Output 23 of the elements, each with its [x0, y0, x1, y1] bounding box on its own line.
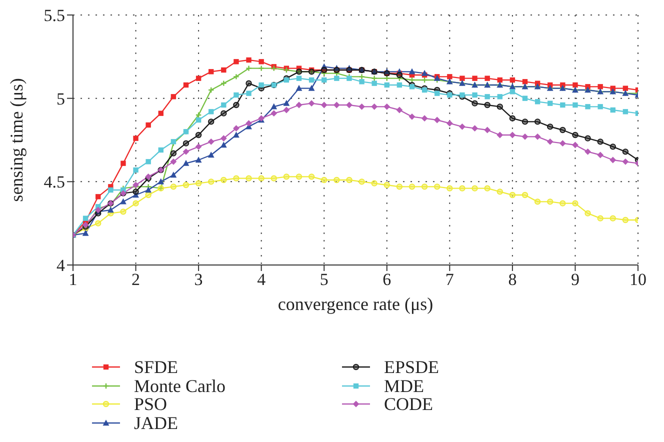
legend-label: PSO: [134, 394, 168, 414]
legend-label: MDE: [384, 376, 424, 396]
x-tick-label: 6: [382, 270, 392, 290]
y-axis-title: sensing time (μs): [6, 78, 26, 202]
x-tick-label: 7: [445, 270, 454, 290]
x-tick-label: 3: [194, 270, 203, 290]
y-tick-label: 4: [56, 256, 66, 276]
x-tick-label: 5: [320, 270, 328, 290]
x-tick-label: 4: [257, 270, 266, 290]
legend-label: EPSDE: [384, 357, 440, 378]
legend-label: CODE: [384, 394, 433, 414]
x-tick-label: 10: [630, 270, 646, 290]
x-tick-label: 2: [132, 270, 140, 290]
x-tick-label: 1: [68, 270, 78, 290]
x-tick-label: 9: [570, 270, 580, 290]
x-tick-label: 8: [508, 270, 517, 290]
x-axis-title: convergence rate (μs): [278, 294, 434, 314]
y-tick-label: 5.5: [44, 6, 65, 26]
legend-label: Monte Carlo: [134, 376, 226, 396]
legend-label: JADE: [134, 412, 178, 433]
y-tick-label: 5: [56, 89, 65, 108]
y-tick-label: 4.5: [44, 172, 65, 192]
legend-label: SFDE: [134, 357, 178, 378]
